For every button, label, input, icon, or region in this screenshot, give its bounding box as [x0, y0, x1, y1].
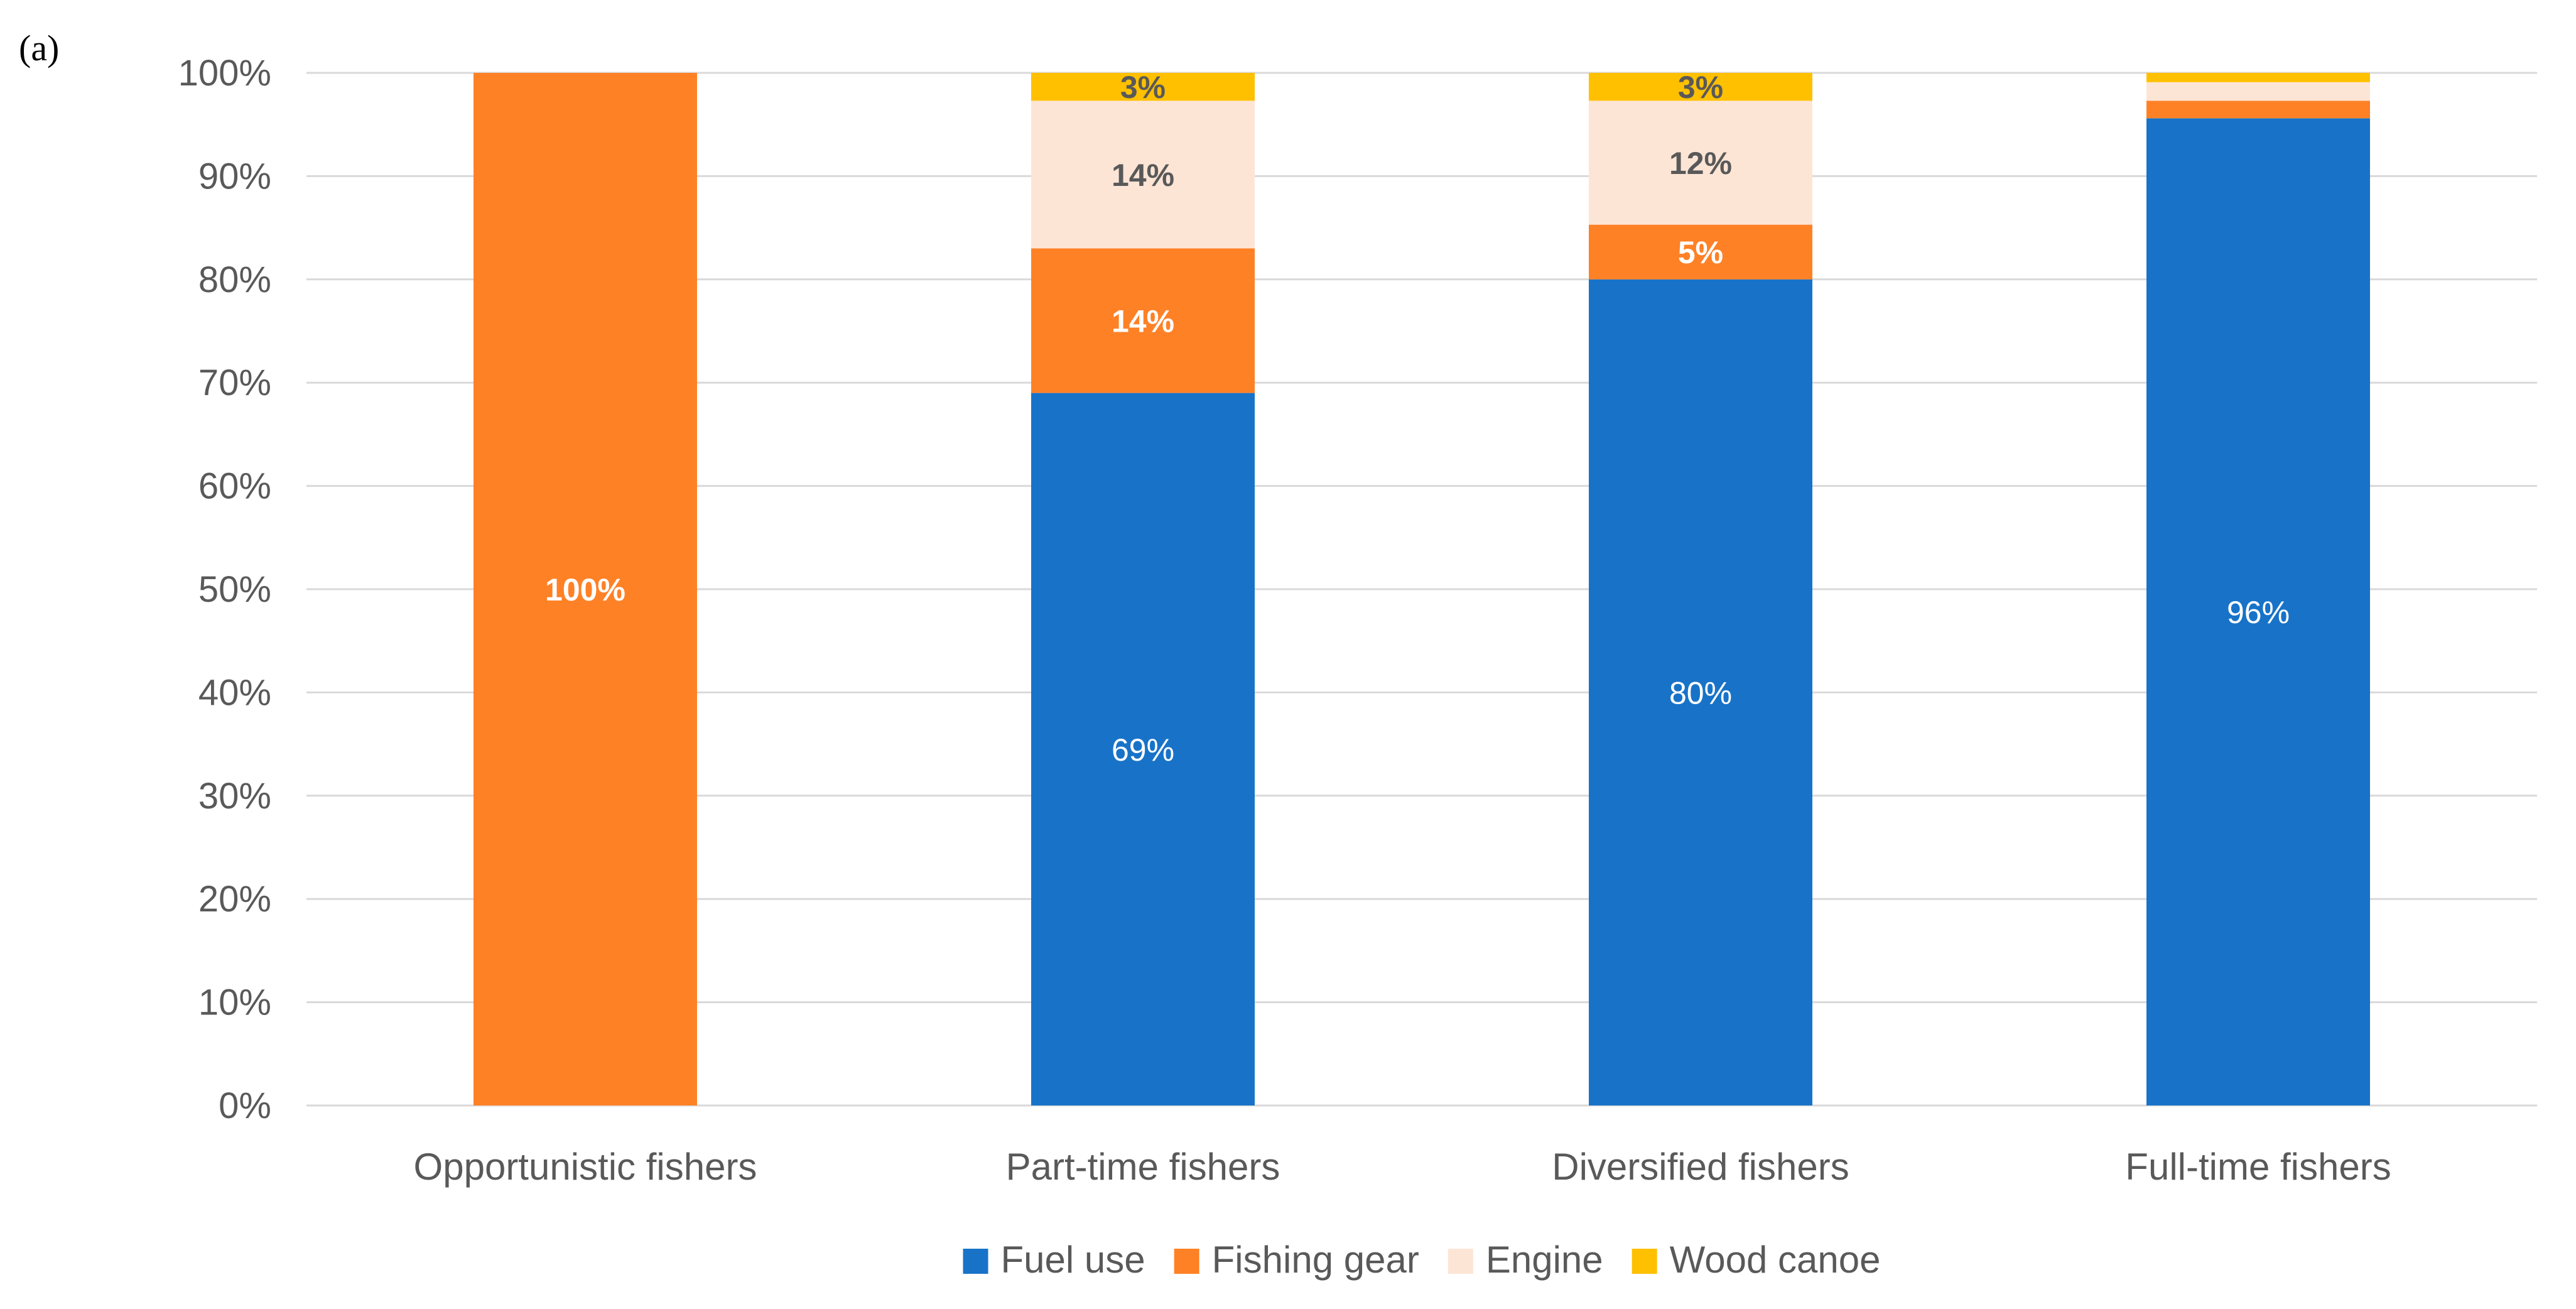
data-label-fishing-gear-part-time-fishers: 14%: [1112, 304, 1174, 339]
bar-fishing-gear-diversified-fishers: [1589, 224, 1812, 280]
panel-label: (a): [19, 28, 59, 68]
x-tick-label-full-time-fishers: Full-time fishers: [2125, 1146, 2391, 1188]
data-label-fuel-use-part-time-fishers: 69%: [1112, 732, 1174, 768]
legend: Fuel use Fishing gear Engine Wood canoe: [963, 1239, 1881, 1281]
data-label-fuel-use-diversified-fishers: 80%: [1669, 675, 1732, 710]
bar-fuel-use-diversified-fishers: [1589, 279, 1812, 1105]
bar-fishing-gear-part-time-fishers: [1031, 248, 1255, 393]
legend-swatch-engine: [1448, 1249, 1473, 1274]
bars: [474, 73, 2370, 1106]
y-tick-label: 0%: [219, 1085, 271, 1126]
legend-item-fuel-use: Fuel use: [963, 1239, 1145, 1281]
bar-engine-part-time-fishers: [1031, 100, 1255, 249]
legend-swatch-fuel-use: [963, 1249, 988, 1274]
legend-item-fishing-gear: Fishing gear: [1174, 1239, 1419, 1281]
data-labels: 100% 69% 14% 14% 3% 80% 5% 12% 3% 96%: [545, 70, 2290, 768]
data-label-fishing-gear-diversified-fishers: 5%: [1678, 235, 1723, 270]
x-axis-category-labels: Opportunistic fishers Part-time fishers Di…: [414, 1146, 2391, 1188]
bar-fuel-use-full-time-fishers: [2146, 118, 2370, 1106]
legend-label-fuel-use: Fuel use: [1001, 1239, 1145, 1281]
bar-wood-canoe-full-time-fishers: [2146, 73, 2370, 82]
data-label-fuel-use-full-time-fishers: 96%: [2227, 595, 2290, 630]
data-label-engine-part-time-fishers: 14%: [1112, 158, 1174, 193]
y-tick-label: 100%: [178, 53, 271, 94]
data-label-wood-canoe-part-time-fishers: 3%: [1120, 70, 1166, 105]
y-tick-label: 90%: [198, 156, 271, 197]
y-tick-label: 40%: [198, 672, 271, 713]
y-tick-label: 80%: [198, 259, 271, 300]
x-tick-label-diversified-fishers: Diversified fishers: [1552, 1146, 1849, 1188]
legend-label-fishing-gear: Fishing gear: [1212, 1239, 1419, 1281]
data-label-fishing-gear-opportunistic-fishers: 100%: [545, 572, 625, 607]
legend-item-wood-canoe: Wood canoe: [1632, 1239, 1881, 1281]
legend-label-wood-canoe: Wood canoe: [1670, 1239, 1881, 1281]
bar-fishing-gear-opportunistic-fishers: [474, 73, 697, 1105]
y-tick-label: 10%: [198, 982, 271, 1023]
y-tick-label: 20%: [198, 879, 271, 920]
data-label-wood-canoe-diversified-fishers: 3%: [1678, 70, 1723, 105]
y-tick-label: 70%: [198, 362, 271, 403]
bar-fuel-use-part-time-fishers: [1031, 393, 1255, 1105]
y-tick-label: 50%: [198, 569, 271, 610]
y-axis-tick-labels: 0% 10% 20% 30% 40% 50% 60% 70% 80% 90% 100%: [178, 53, 271, 1126]
legend-swatch-wood-canoe: [1632, 1249, 1657, 1274]
bar-engine-full-time-fishers: [2146, 82, 2370, 101]
bar-wood-canoe-diversified-fishers: [1589, 73, 1812, 101]
x-tick-label-part-time-fishers: Part-time fishers: [1006, 1146, 1280, 1188]
legend-item-engine: Engine: [1448, 1239, 1603, 1281]
x-tick-label-opportunistic-fishers: Opportunistic fishers: [414, 1146, 757, 1188]
legend-swatch-fishing-gear: [1174, 1249, 1199, 1274]
bar-wood-canoe-part-time-fishers: [1031, 73, 1255, 101]
bar-fishing-gear-full-time-fishers: [2146, 100, 2370, 119]
y-tick-label: 30%: [198, 776, 271, 817]
y-tick-label: 60%: [198, 466, 271, 507]
legend-label-engine: Engine: [1486, 1239, 1603, 1281]
data-label-engine-diversified-fishers: 12%: [1669, 146, 1732, 181]
bar-engine-diversified-fishers: [1589, 100, 1812, 225]
